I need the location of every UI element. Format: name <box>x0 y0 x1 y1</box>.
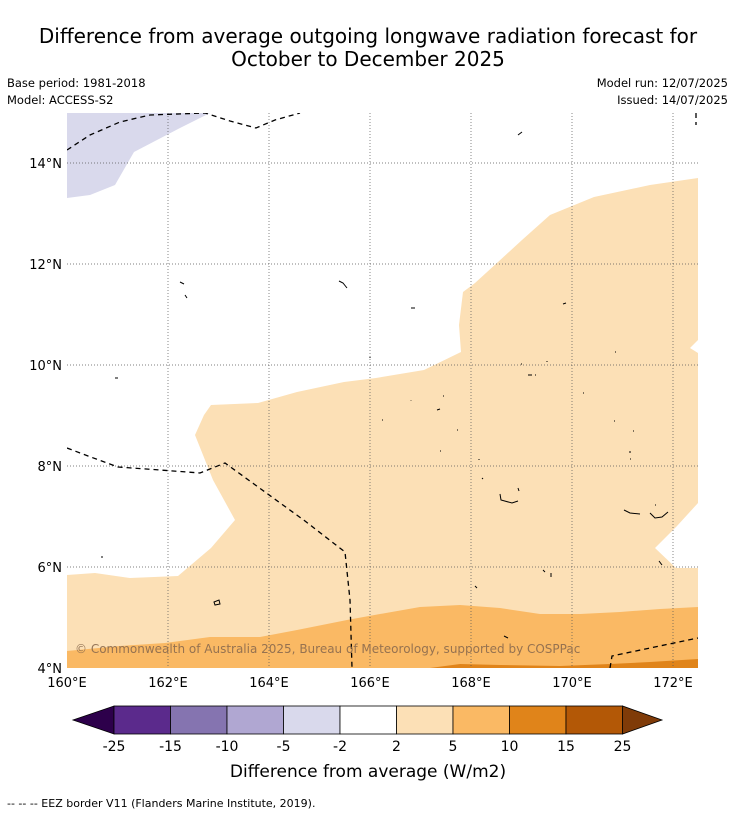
colorbar-title: Difference from average (W/m2) <box>229 762 507 782</box>
colorbar-segment <box>339 705 397 735</box>
y-tick-label: 10°N <box>29 359 62 374</box>
model-run: Model run: 12/07/2025 <box>596 76 728 90</box>
x-tick-label: 164°E <box>249 676 289 691</box>
colorbar-tick-label: 2 <box>392 739 401 755</box>
x-tick-label: 170°E <box>552 676 592 691</box>
colorbar-segment <box>565 705 623 735</box>
colorbar-over-triangle <box>622 705 664 735</box>
gridlines <box>67 113 698 668</box>
copyright-notice: © Commonwealth of Australia 2025, Bureau… <box>75 642 580 656</box>
x-tick-label: 166°E <box>350 676 390 691</box>
map-plot-area: © Commonwealth of Australia 2025, Bureau… <box>67 113 698 668</box>
base-period: Base period: 1981-2018 <box>7 76 146 90</box>
y-tick-label: 14°N <box>29 157 62 172</box>
islands <box>101 131 669 639</box>
colorbar-tick-label: 5 <box>449 739 458 755</box>
x-tick-label: 168°E <box>451 676 491 691</box>
colorbar-tick-label: -10 <box>216 739 239 755</box>
x-tick-label: 160°E <box>47 676 87 691</box>
y-axis-labels: 14°N 12°N 10°N 8°N 6°N 4°N <box>29 157 62 677</box>
x-axis-labels: 160°E 162°E 164°E 166°E 168°E 170°E 172°… <box>47 676 693 691</box>
issued-date: Issued: 14/07/2025 <box>617 93 728 107</box>
colorbar-under-triangle <box>71 705 115 735</box>
model-name: Model: ACCESS-S2 <box>7 93 114 107</box>
colorbar-segment <box>509 705 567 735</box>
anomaly-region-pos-strong <box>430 659 698 668</box>
x-tick-label: 172°E <box>653 676 693 691</box>
colorbar-segment <box>283 705 341 735</box>
map-title-line1: Difference from average outgoing longwav… <box>38 24 698 48</box>
y-tick-label: 4°N <box>38 662 63 677</box>
y-tick-label: 12°N <box>29 258 62 273</box>
colorbar: -25 -15 -10 -5 -2 2 5 10 15 25 <box>71 705 664 755</box>
anomaly-region-neg-light <box>67 113 210 198</box>
y-tick-label: 6°N <box>38 561 63 576</box>
colorbar-segment <box>113 705 171 735</box>
x-tick-label: 162°E <box>148 676 188 691</box>
eez-footnote: -- -- -- EEZ border V11 (Flanders Marine… <box>7 797 316 810</box>
colorbar-segment <box>452 705 510 735</box>
colorbar-segment <box>170 705 228 735</box>
anomaly-region-pos-light <box>67 178 698 668</box>
y-tick-label: 8°N <box>38 460 63 475</box>
colorbar-tick-label: -15 <box>159 739 182 755</box>
colorbar-segment <box>396 705 454 735</box>
colorbar-tick-label: -25 <box>103 739 126 755</box>
colorbar-tick-label: 25 <box>614 739 632 755</box>
eez-borders <box>67 113 698 668</box>
colorbar-tick-label: 10 <box>501 739 519 755</box>
colorbar-segment <box>226 705 284 735</box>
colorbar-tick-label: -5 <box>277 739 291 755</box>
colorbar-tick-label: 15 <box>557 739 575 755</box>
map-title-line2: October to December 2025 <box>231 47 505 71</box>
anomaly-region-pos-medium <box>67 605 698 668</box>
colorbar-tick-label: -2 <box>333 739 347 755</box>
